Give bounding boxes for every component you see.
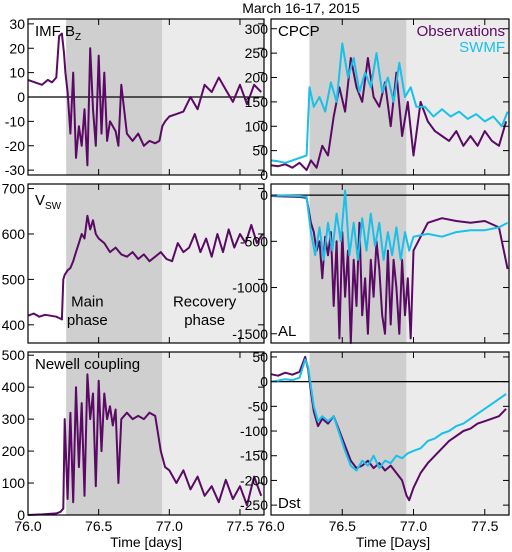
y-tick-label: 30	[9, 16, 25, 32]
x-tick-label: 76.5	[85, 518, 112, 534]
x-tick-label: 77.0	[400, 518, 427, 534]
y-tick-label: -200	[240, 472, 268, 488]
y-tick-label: 100	[245, 118, 269, 134]
phase-label: Recovery	[173, 294, 237, 311]
x-tick-label: 77.5	[226, 518, 253, 534]
y-tick-label: 400	[2, 379, 26, 395]
y-tick-label: -50	[248, 398, 268, 414]
y-tick-label: 600	[2, 226, 26, 242]
panel-dst: -250 -200 -150 -100 -50 0 50 76.0 76.5 77.0 77.5 Ds…	[240, 349, 510, 534]
series-line-swmf	[270, 358, 507, 472]
main-phase-shade	[66, 184, 163, 343]
series-line-observations	[270, 57, 508, 172]
y-tick-label: 100	[2, 475, 26, 491]
series-line-swmf	[271, 189, 509, 261]
y-tick-label: 50	[252, 143, 268, 159]
panel-label-subscript: SW	[45, 201, 62, 212]
phase-label: phase	[184, 312, 225, 329]
panel-label-vsw: VSW	[35, 192, 62, 212]
y-tick-label: -150	[240, 448, 268, 464]
recovery-phase-shade	[406, 19, 509, 175]
x-tick-label: 76.5	[329, 518, 356, 534]
recovery-phase-shade	[406, 184, 509, 343]
y-tick-label: -10	[5, 113, 25, 129]
recovery-phase-shade	[162, 184, 264, 343]
plot-frame	[27, 183, 265, 344]
y-tick-label: -1000	[232, 280, 268, 296]
panel-label-dst: Dst	[278, 495, 301, 512]
panel-al: -1500 -1000 -500 0 AL	[232, 183, 510, 344]
legend-observations: Observations	[417, 23, 505, 40]
y-tick-label: 300	[2, 411, 26, 427]
panel-imf: -30 -20 -10 0 10 20 30 IMF BZ	[5, 16, 265, 178]
y-tick-label: -1500	[232, 326, 268, 342]
y-tick-label: 700	[2, 181, 26, 197]
plot-frame	[270, 18, 510, 176]
recovery-phase-shade	[406, 352, 509, 515]
y-tick-label: -500	[240, 233, 268, 249]
x-axis-label-right: Time [Days]	[356, 534, 430, 550]
figure-title: March 16-17, 2015	[242, 0, 360, 16]
plot-frame	[270, 183, 510, 344]
y-tick-label: 300	[245, 21, 269, 37]
legend-swmf: SWMF	[459, 39, 505, 56]
series-line-observations	[27, 32, 262, 167]
panel-label-imf: IMF BZ	[35, 23, 81, 43]
y-tick-label: 200	[245, 70, 269, 86]
series-line-observations	[27, 373, 263, 516]
plot-frame	[270, 351, 510, 516]
y-tick-label: 500	[2, 347, 26, 363]
x-tick-label: 77.0	[156, 518, 183, 534]
y-tick-label: 0	[17, 89, 25, 105]
x-tick-label: 77.5	[471, 518, 498, 534]
y-tick-label: 50	[252, 349, 268, 365]
y-tick-label: -100	[240, 423, 268, 439]
y-tick-label: -30	[5, 162, 25, 178]
y-tick-label: 0	[17, 507, 25, 523]
panel-label-newell: Newell coupling	[35, 356, 140, 373]
x-tick-label: 76.0	[257, 518, 284, 534]
panel-label-al: AL	[278, 323, 296, 340]
y-tick-label: 10	[9, 65, 25, 81]
y-tick-label: 500	[2, 271, 26, 287]
y-tick-label: -20	[5, 138, 25, 154]
y-tick-label: 250	[245, 45, 269, 61]
panel-vsw: 400 500 600 700 VSW	[2, 181, 265, 344]
x-axis-label-left: Time [days]	[110, 534, 182, 550]
x-tick-label: 76.0	[14, 518, 41, 534]
main-phase-shade	[309, 352, 407, 515]
phase-label: phase	[67, 312, 108, 329]
y-tick-label: 0	[260, 374, 268, 390]
y-tick-label: 20	[9, 40, 25, 56]
main-phase-shade	[309, 19, 407, 175]
y-tick-label: 200	[2, 443, 26, 459]
series-line-observations	[270, 195, 509, 344]
y-tick-label: 150	[245, 94, 269, 110]
panel-label-subscript: Z	[75, 32, 81, 43]
y-tick-label: 400	[2, 317, 26, 333]
series-line-swmf	[270, 42, 509, 164]
y-tick-label: 0	[260, 187, 268, 203]
plot-frame	[27, 351, 265, 516]
series-line-observations	[27, 214, 264, 321]
panel-label-cpcp: CPCP	[278, 23, 320, 40]
phase-label: Main	[71, 294, 104, 311]
y-tick-label: -250	[240, 497, 268, 513]
y-tick-label: 0	[260, 167, 268, 183]
